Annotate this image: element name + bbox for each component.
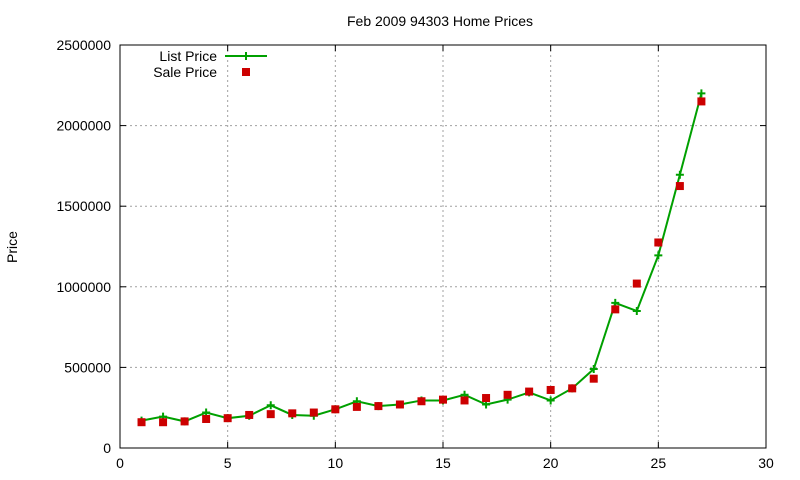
- series-line-list-price: [141, 93, 703, 423]
- sale-price-point: [503, 390, 512, 399]
- sale-price-point: [223, 414, 232, 423]
- sale-price-point: [611, 305, 620, 314]
- sale-price-point: [632, 279, 641, 288]
- sale-price-point: [352, 402, 361, 411]
- sale-price-point: [546, 385, 555, 394]
- list-price-point: [266, 401, 275, 410]
- x-tick-label: 15: [435, 455, 451, 471]
- sale-price-point: [288, 409, 297, 418]
- x-tick-label: 10: [328, 455, 344, 471]
- x-tick-label: 5: [224, 455, 232, 471]
- sale-price-point: [159, 418, 168, 427]
- sale-price-point: [374, 402, 383, 411]
- sale-price-point: [245, 410, 254, 419]
- sale-price-point: [482, 394, 491, 403]
- sale-price-point: [697, 97, 706, 106]
- sale-price-point: [460, 396, 469, 405]
- list-price-point: [589, 365, 598, 374]
- list-price-point: [632, 306, 641, 315]
- x-tick-label: 20: [543, 455, 559, 471]
- y-tick-label: 500000: [64, 359, 111, 375]
- sale-price-point: [137, 418, 146, 427]
- sale-price-point: [180, 417, 189, 426]
- sale-price-point: [439, 395, 447, 404]
- series-layer: [137, 89, 706, 427]
- legend-label-sale-price: Sale Price: [153, 64, 217, 80]
- y-tick-label: 2500000: [56, 37, 111, 53]
- gridlines: [120, 45, 766, 448]
- x-tick-label: 25: [651, 455, 667, 471]
- sale-price-point: [331, 405, 340, 414]
- y-tick-label: 1000000: [56, 279, 111, 295]
- list-price-point: [546, 396, 555, 405]
- sale-price-point: [202, 414, 211, 423]
- list-price-point: [697, 89, 706, 98]
- legend-label-list-price: List Price: [159, 48, 217, 64]
- y-axis-label: Price: [4, 231, 20, 263]
- axis-ticks: 0 5 10 15 20 25 30 0 500000 1000000 1500000 2000000…: [56, 37, 774, 471]
- sale-price-point: [266, 410, 275, 419]
- legend-marker-list-price: [242, 52, 250, 60]
- x-tick-label: 0: [116, 455, 124, 471]
- sale-price-point: [675, 182, 684, 191]
- x-tick-label: 30: [758, 455, 774, 471]
- sale-price-point: [395, 400, 404, 409]
- y-tick-label: 0: [103, 440, 111, 456]
- chart-title: Feb 2009 94303 Home Prices: [347, 13, 533, 29]
- y-tick-label: 2000000: [56, 118, 111, 134]
- y-tick-label: 1500000: [56, 198, 111, 214]
- legend: List Price Sale Price: [153, 48, 267, 80]
- sale-price-point: [525, 387, 534, 396]
- sale-price-point: [309, 408, 318, 417]
- legend-marker-sale-price: [242, 68, 250, 76]
- list-price-point: [675, 170, 684, 179]
- sale-price-point: [654, 238, 663, 247]
- sale-price-point: [589, 374, 598, 383]
- sale-price-point: [417, 397, 426, 406]
- sale-price-point: [568, 384, 577, 393]
- list-price-point: [654, 251, 663, 260]
